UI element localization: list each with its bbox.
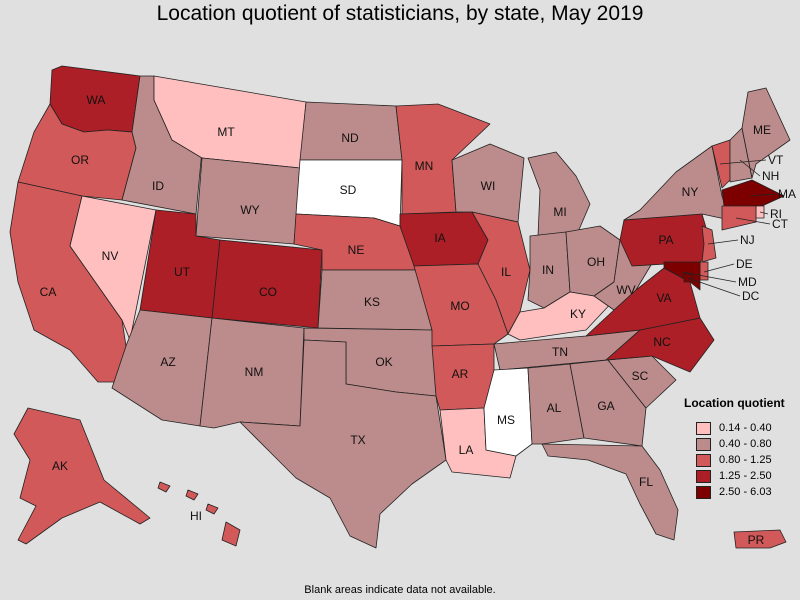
state-ms[interactable] (483, 367, 533, 457)
state-label-mn: MN (415, 159, 434, 173)
legend-swatch (696, 453, 711, 467)
state-label-ga: GA (597, 399, 614, 413)
state-md[interactable] (663, 261, 701, 291)
state-label-ok: OK (375, 355, 392, 369)
leader-line-dc (687, 277, 741, 297)
leader-line-nh (739, 159, 761, 177)
state-label-al: AL (547, 401, 562, 415)
state-ak[interactable] (13, 407, 151, 545)
state-label-fl: FL (639, 475, 653, 489)
state-fl[interactable] (541, 443, 679, 541)
state-label-ak: AK (52, 459, 68, 473)
state-label-nc: NC (653, 335, 671, 349)
state-label-vt: VT (768, 153, 784, 167)
state-label-mt: MT (217, 125, 235, 139)
state-label-de: DE (736, 257, 753, 271)
state-label-wa: WA (87, 93, 106, 107)
state-nv[interactable] (69, 195, 157, 341)
leader-line-ct (735, 217, 771, 225)
legend-label: 0.80 - 1.25 (719, 454, 772, 466)
leader-line-de (703, 263, 735, 273)
state-label-mi: MI (553, 205, 566, 219)
state-ma[interactable] (721, 179, 785, 207)
legend: Location quotient 0.14 - 0.40 0.40 - 0.8… (684, 396, 785, 500)
state-al[interactable] (527, 363, 585, 445)
state-tx[interactable] (239, 339, 447, 549)
state-label-ar: AR (452, 367, 469, 381)
legend-swatch (696, 485, 711, 499)
state-label-ma: MA (778, 187, 796, 201)
state-va[interactable] (585, 267, 701, 337)
legend-label: 1.25 - 2.50 (719, 470, 772, 482)
legend-swatch (696, 469, 711, 483)
state-label-nd: ND (341, 131, 359, 145)
state-me[interactable] (741, 87, 791, 179)
legend-item: 1.25 - 2.50 (684, 468, 785, 484)
state-label-tx: TX (350, 433, 365, 447)
state-label-oh: OH (587, 255, 605, 269)
leader-line-md (681, 271, 737, 283)
state-label-la: LA (459, 443, 474, 457)
state-label-ky: KY (570, 307, 586, 321)
state-label-va: VA (656, 291, 671, 305)
state-label-ks: KS (364, 295, 380, 309)
state-label-az: AZ (160, 355, 175, 369)
state-label-pa: PA (658, 233, 673, 247)
legend-item: 0.40 - 0.80 (684, 436, 785, 452)
state-label-ms: MS (497, 413, 515, 427)
state-label-me: ME (753, 123, 771, 137)
state-label-id: ID (152, 179, 164, 193)
state-hi[interactable] (157, 481, 241, 547)
legend-swatch (696, 421, 711, 435)
legend-item: 0.80 - 1.25 (684, 452, 785, 468)
state-label-ny: NY (682, 185, 699, 199)
state-label-wy: WY (240, 203, 259, 217)
state-label-ca: CA (40, 285, 57, 299)
map-title: Location quotient of statisticians, by s… (156, 2, 644, 25)
leader-line-nj (707, 239, 739, 245)
state-wy[interactable] (195, 157, 301, 245)
leader-line-ma (749, 193, 777, 197)
legend-title: Location quotient (684, 396, 785, 410)
legend-item: 0.14 - 0.40 (684, 420, 785, 436)
state-label-nj: NJ (740, 233, 755, 247)
state-label-dc: DC (742, 289, 760, 303)
state-co[interactable] (211, 239, 323, 329)
state-label-mo: MO (450, 299, 469, 313)
state-ga[interactable] (569, 359, 647, 447)
legend-label: 0.14 - 0.40 (719, 422, 772, 434)
legend-label: 0.40 - 0.80 (719, 438, 772, 450)
state-label-nm: NM (245, 365, 264, 379)
state-label-sd: SD (340, 183, 357, 197)
footnote: Blank areas indicate data not available. (304, 584, 496, 596)
state-label-nh: NH (762, 169, 779, 183)
leader-line-ri (759, 211, 769, 215)
state-label-wv: WV (616, 283, 635, 297)
state-label-in: IN (542, 263, 554, 277)
state-label-ri: RI (770, 207, 782, 221)
legend-label: 2.50 - 6.03 (719, 486, 772, 498)
state-label-or: OR (71, 153, 89, 167)
state-label-ne: NE (348, 243, 365, 257)
state-label-md: MD (738, 275, 757, 289)
state-label-wi: WI (481, 179, 496, 193)
state-label-ct: CT (772, 217, 789, 231)
state-ct[interactable] (721, 205, 757, 231)
legend-item: 2.50 - 6.03 (684, 484, 785, 500)
state-mi[interactable] (527, 151, 591, 237)
state-label-co: CO (259, 285, 277, 299)
state-label-sc: SC (632, 369, 649, 383)
state-label-ia: IA (434, 231, 445, 245)
legend-swatch (696, 437, 711, 451)
state-label-nv: NV (102, 249, 119, 263)
state-ny[interactable] (623, 145, 731, 221)
state-label-hi: HI (190, 509, 202, 523)
state-label-pr: PR (748, 533, 765, 547)
state-label-ut: UT (174, 265, 191, 279)
state-label-il: IL (501, 265, 511, 279)
state-label-tn: TN (552, 345, 568, 359)
state-pr[interactable] (733, 529, 787, 549)
